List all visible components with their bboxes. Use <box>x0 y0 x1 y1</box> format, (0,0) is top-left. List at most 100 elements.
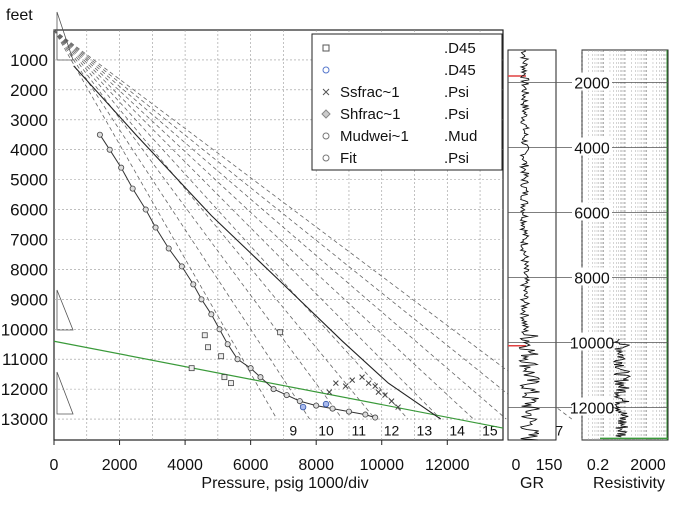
legend-box <box>311 33 503 171</box>
pressure-point <box>234 356 241 363</box>
pressure-point <box>96 131 103 138</box>
pressure-point <box>313 402 320 409</box>
legend-marker-x <box>322 88 330 96</box>
track-depth-label: 6000 <box>574 206 610 223</box>
pressure-point <box>283 392 290 399</box>
contour-label: 9 <box>289 423 297 439</box>
contour-line <box>53 29 310 420</box>
y-tick-label: 7000 <box>10 230 48 249</box>
gr-track-frame <box>507 49 557 441</box>
legend-marker-circle <box>322 66 330 74</box>
track-depth-label-bg <box>572 267 612 286</box>
frac-point <box>388 398 395 404</box>
pressure-point <box>362 411 369 418</box>
contour-label: 12 <box>384 423 400 439</box>
pressure-point <box>208 311 215 318</box>
pressure-point <box>345 408 352 415</box>
plot-frame <box>53 29 504 441</box>
pressure-point <box>106 146 113 153</box>
y-tick-label: 8000 <box>10 260 48 279</box>
x-axis-title: Pressure, psig 1000/div <box>201 475 368 492</box>
legend-name: Shfrac~1 <box>340 106 400 123</box>
blue-point <box>322 400 330 408</box>
contour-label: 13 <box>417 423 433 439</box>
legend-marker-square <box>322 44 330 52</box>
contour-line <box>53 29 376 420</box>
y-tick-label: 1000 <box>10 51 48 70</box>
track-depth-label: 10000 <box>570 336 615 353</box>
contour-line <box>53 29 474 420</box>
x-tick-label: 12000 <box>425 457 470 474</box>
main-axes: feet Pressure, psig 1000/div 0 2000 4000 60… <box>1 7 470 492</box>
track-depth-label: 2000 <box>574 76 610 93</box>
gr-track-title: GR <box>520 475 544 492</box>
offset-point <box>188 365 195 372</box>
resistivity-track-frame <box>581 49 669 441</box>
x-tick-label: 8000 <box>298 457 334 474</box>
track-depth-label: 8000 <box>574 271 610 288</box>
pressure-point <box>129 185 136 192</box>
x-tick-label: 4000 <box>167 457 203 474</box>
x-tick-label: 0 <box>50 457 59 474</box>
legend: .D45 .D45 Ssfrac~1 .Psi Shfrac~1 .Psi Mudwei~1… <box>311 33 503 171</box>
blue-point <box>299 403 307 411</box>
contour-line <box>53 29 278 420</box>
legend-marker-diamond <box>321 109 331 119</box>
pressure-point <box>165 245 172 252</box>
resistivity-curve <box>612 338 632 438</box>
contour-line <box>53 29 409 420</box>
test-bracket-icon <box>56 11 74 61</box>
legend-name: Ssfrac~1 <box>340 84 400 101</box>
frac-point <box>342 383 349 389</box>
track-depth-label: 12000 <box>570 401 615 418</box>
pressure-point <box>224 341 231 348</box>
pressure-point <box>198 296 205 303</box>
test-bracket-icon <box>56 371 74 415</box>
gr-tick-min: 0 <box>512 457 521 474</box>
track-depth-label-bg <box>572 72 612 91</box>
resistivity-tick-max: 2000 <box>630 457 666 474</box>
contour-label: 10 <box>318 423 334 439</box>
offset-point <box>205 344 211 351</box>
offset-point <box>221 374 228 381</box>
gr-tick-max: 150 <box>536 457 563 474</box>
resistivity-tick-min: 0.2 <box>587 457 609 474</box>
data-markers <box>96 131 401 421</box>
y-tick-label: 11000 <box>2 350 48 369</box>
offset-point <box>228 380 234 387</box>
frac-point <box>359 374 365 381</box>
pressure-point <box>247 365 254 372</box>
y-tick-label: 3000 <box>10 111 48 130</box>
frac-point <box>333 380 339 386</box>
pressure-trend-line <box>99 134 376 419</box>
pressure-point <box>152 224 159 231</box>
y-tick-label: 6000 <box>10 201 48 220</box>
pressure-point <box>190 281 197 288</box>
contour-line <box>53 29 442 420</box>
legend-unit: .D45 <box>444 40 476 57</box>
offset-point <box>218 353 225 360</box>
frac-point <box>395 404 401 410</box>
contour-line <box>53 29 540 420</box>
legend-name: Fit <box>340 150 357 167</box>
pressure-point <box>257 374 264 381</box>
track-depth-label-bg <box>572 202 612 221</box>
frac-point <box>375 389 382 395</box>
y-tick-label: 4000 <box>10 141 48 160</box>
contour-line <box>53 29 573 420</box>
y-tick-label: 9000 <box>10 290 48 309</box>
y-tick-label: 13000 <box>1 410 48 429</box>
fit-line <box>73 65 442 420</box>
offset-point <box>201 332 208 339</box>
track-depth-label-bg <box>572 397 612 416</box>
x-tick-label: 2000 <box>102 457 138 474</box>
x-tick-label: 6000 <box>233 457 269 474</box>
legend-marker-circle <box>322 132 330 140</box>
pressure-point <box>270 386 277 393</box>
y-tick-label: 2000 <box>10 81 48 100</box>
legend-unit: .Psi <box>444 106 469 123</box>
y-unit-label: feet <box>6 7 33 24</box>
track-depth-label-bg <box>572 332 612 351</box>
pressure-point <box>178 263 185 270</box>
